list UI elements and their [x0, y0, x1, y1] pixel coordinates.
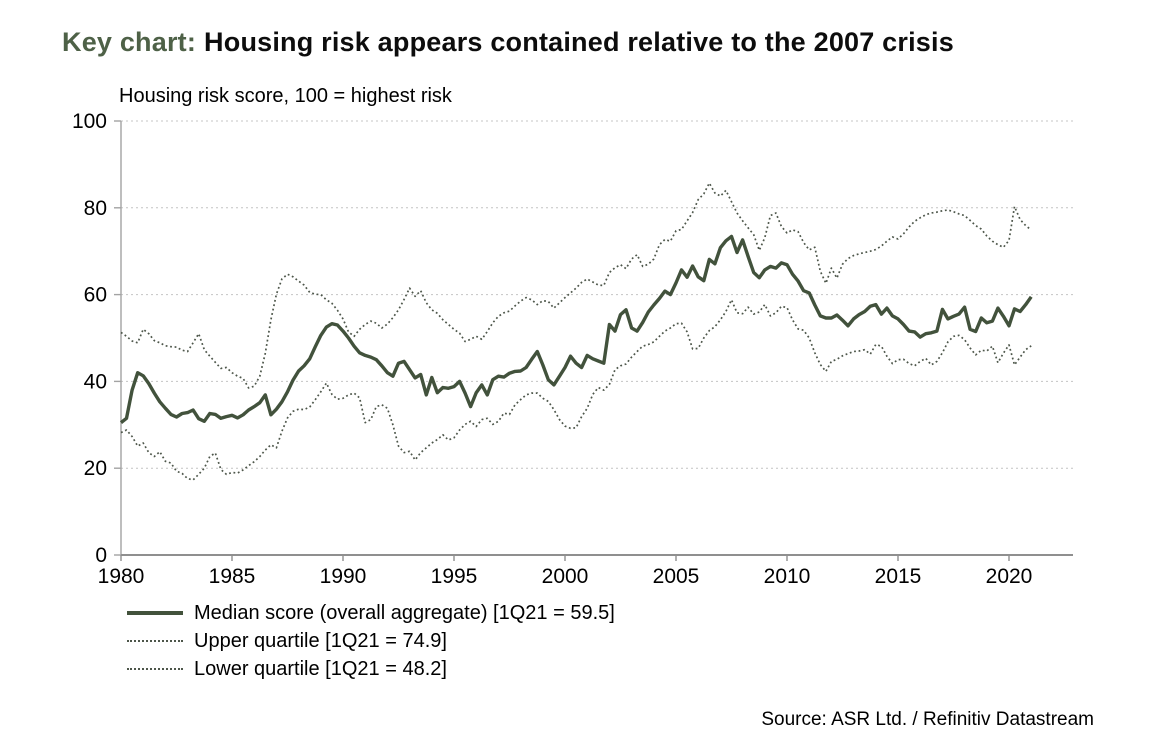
y-tick-label-20: 20: [84, 457, 107, 480]
median-line-swatch: [127, 611, 183, 615]
y-tick-label-40: 40: [84, 370, 107, 393]
y-tick-label-100: 100: [72, 110, 107, 133]
x-tick-label-1980: 1980: [98, 565, 145, 588]
chart-subtitle: Housing risk score, 100 = highest risk: [119, 85, 452, 107]
y-tick-label-60: 60: [84, 284, 107, 307]
x-tick-label-2010: 2010: [764, 565, 811, 588]
x-tick-label-1985: 1985: [209, 565, 256, 588]
x-tick-label-1990: 1990: [320, 565, 367, 588]
page-title-prefix: Key chart:: [62, 27, 197, 57]
y-tick-label-80: 80: [84, 197, 107, 220]
page-title-text: Housing risk appears contained relative …: [204, 27, 954, 57]
x-tick-label-2020: 2020: [986, 565, 1033, 588]
x-tick-label-1995: 1995: [431, 565, 478, 588]
page-title: Key chart: Housing risk appears contained…: [62, 27, 954, 58]
chart-legend: Median score (overall aggregate) [1Q21 =…: [127, 599, 615, 683]
x-tick-label-2015: 2015: [875, 565, 922, 588]
legend-label-median: Median score (overall aggregate) [1Q21 =…: [194, 601, 615, 624]
median-score-line: [119, 234, 1033, 424]
x-tick-label-2000: 2000: [542, 565, 589, 588]
upper-quartile-swatch: [127, 640, 183, 642]
legend-item-lower-quartile: Lower quartile [1Q21 = 48.2]: [127, 655, 615, 683]
legend-label-upper-quartile: Upper quartile [1Q21 = 74.9]: [194, 629, 447, 652]
legend-item-upper-quartile: Upper quartile [1Q21 = 74.9]: [127, 627, 615, 655]
lower-quartile-line: [120, 298, 1032, 481]
source-attribution: Source: ASR Ltd. / Refinitiv Datastream: [761, 709, 1094, 730]
legend-label-lower-quartile: Lower quartile [1Q21 = 48.2]: [194, 657, 447, 680]
y-tick-label-0: 0: [95, 544, 107, 567]
lower-quartile-swatch: [127, 668, 183, 670]
legend-item-median: Median score (overall aggregate) [1Q21 =…: [127, 599, 615, 627]
x-tick-label-2005: 2005: [653, 565, 700, 588]
upper-quartile-line: [120, 182, 1032, 389]
